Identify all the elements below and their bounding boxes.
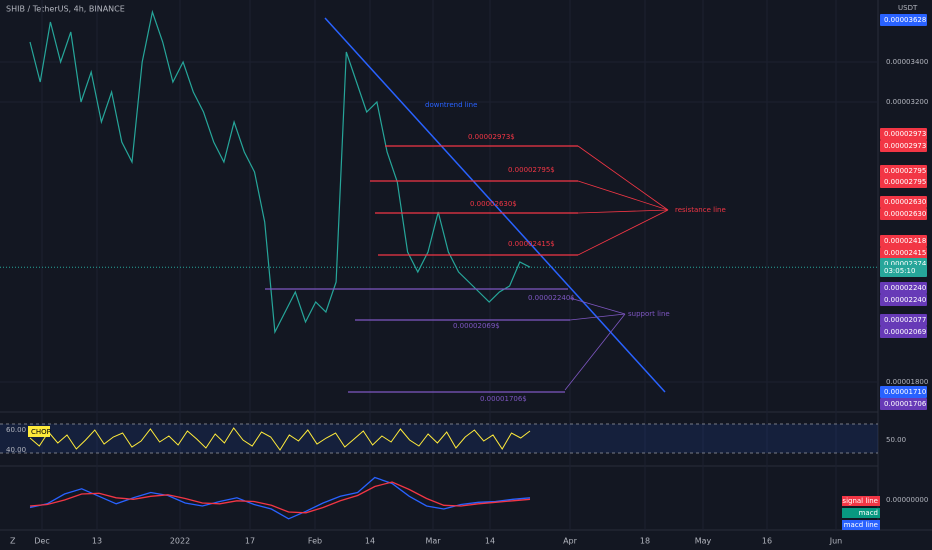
date-label: Jun xyxy=(829,537,843,546)
macd-line xyxy=(29,476,531,520)
symbol-title: SHIB / TetherUS, 4h, BINANCE xyxy=(6,5,125,14)
price-tag-label: 0.00002374 xyxy=(884,260,927,268)
price-tag-label: 0.00002630 xyxy=(884,210,926,218)
price-tag-label: 0.00002069 xyxy=(884,328,926,336)
price-tag xyxy=(880,294,927,306)
date-label: Feb xyxy=(308,537,322,546)
price-tag-label: 0.00003628 xyxy=(884,16,926,24)
date-label: 14 xyxy=(365,537,375,546)
price-tag xyxy=(880,208,927,220)
support-label: support line xyxy=(628,310,670,318)
chop-tick: 60.00 xyxy=(6,426,26,434)
macd-legend-tag xyxy=(842,508,880,518)
date-label: 16 xyxy=(762,537,772,546)
resistance-label: resistance line xyxy=(675,206,726,214)
level-label: 0.00002973$ xyxy=(468,133,515,141)
date-label: Dec xyxy=(34,537,49,546)
price-tag-label: 0.00002973 xyxy=(884,130,926,138)
support-arrow xyxy=(569,297,626,315)
resistance-arrow xyxy=(577,209,669,256)
support-arrow xyxy=(564,313,626,391)
level-label: 0.00001706$ xyxy=(480,395,527,403)
date-label: 18 xyxy=(640,537,650,546)
macd-legend-label: macd xyxy=(859,509,878,517)
price-tag-label: 0.00001710 xyxy=(884,388,926,396)
date-label: May xyxy=(695,537,712,546)
price-tag xyxy=(880,14,927,26)
level-label: 0.00002630$ xyxy=(470,200,517,208)
price-tag xyxy=(880,398,927,410)
price-tag-label: 0.00002240 xyxy=(884,284,926,292)
price-tag xyxy=(880,326,927,338)
level-label: 0.00002795$ xyxy=(508,166,555,174)
price-tag xyxy=(880,314,927,326)
macd-legend-label: macd line xyxy=(844,521,878,529)
resistance-arrow xyxy=(577,180,669,211)
price-tag xyxy=(880,165,927,177)
date-label: 13 xyxy=(92,537,102,546)
chop-tick: 40.00 xyxy=(6,446,26,454)
zoom-icon[interactable]: Z xyxy=(10,537,16,546)
date-label: Mar xyxy=(425,537,441,546)
price-tag-label: 0.00002418 xyxy=(884,237,926,245)
resistance-arrow xyxy=(577,145,669,211)
price-tag-label: 0.00001706 xyxy=(884,400,927,408)
macd-legend-tag xyxy=(842,496,880,506)
chop-right-label: 50.00 xyxy=(886,436,906,444)
downtrend-line xyxy=(324,17,666,393)
price-tag-label: 0.00002795 xyxy=(884,167,926,175)
resistance-arrow xyxy=(577,209,669,214)
macd-zero-label: 0.00000000 xyxy=(886,496,928,504)
price-tick-label: 0.00003200 xyxy=(886,98,928,106)
support-arrow xyxy=(569,313,626,321)
price-line xyxy=(29,9,531,335)
date-label: 2022 xyxy=(170,537,190,546)
chop-band xyxy=(0,424,878,453)
level-label: 0.00002415$ xyxy=(508,240,555,248)
price-tag-label: 0.00002795 xyxy=(884,178,926,186)
price-tag xyxy=(880,140,927,152)
level-label: 0.00002069$ xyxy=(453,322,500,330)
price-tick-label: 0.00001800 xyxy=(886,378,928,386)
price-tag-label: 0.00002630 xyxy=(884,198,926,206)
price-tag-label: 03:05:10 xyxy=(884,267,915,275)
level-label: 0.00002240$ xyxy=(528,294,575,302)
currency: USDT xyxy=(898,4,918,12)
price-tag xyxy=(880,128,927,140)
price-tag xyxy=(880,196,927,208)
price-tag-label: 0.00002077 xyxy=(884,316,926,324)
macd-legend-tag xyxy=(842,520,880,530)
price-tag xyxy=(880,282,927,294)
chop-badge xyxy=(28,426,50,437)
date-label: Apr xyxy=(563,537,578,546)
date-label: 17 xyxy=(245,537,255,546)
price-tag-label: 0.00002415 xyxy=(884,249,926,257)
price-tag xyxy=(880,247,927,259)
date-label: 14 xyxy=(485,537,495,546)
price-tag xyxy=(880,235,927,247)
chop-name: CHOP xyxy=(31,428,51,436)
price-tag-label: 0.00002240 xyxy=(884,296,926,304)
price-tag xyxy=(880,386,927,398)
price-tag-label: 0.00002973 xyxy=(884,142,926,150)
downtrend-label: downtrend line xyxy=(425,101,477,109)
signal-line xyxy=(29,481,531,514)
price-tick-label: 0.00003400 xyxy=(886,58,928,66)
price-tag xyxy=(880,265,927,277)
chop-line xyxy=(29,427,531,451)
price-tag xyxy=(880,176,927,188)
macd-legend-label: signal line xyxy=(842,497,878,505)
